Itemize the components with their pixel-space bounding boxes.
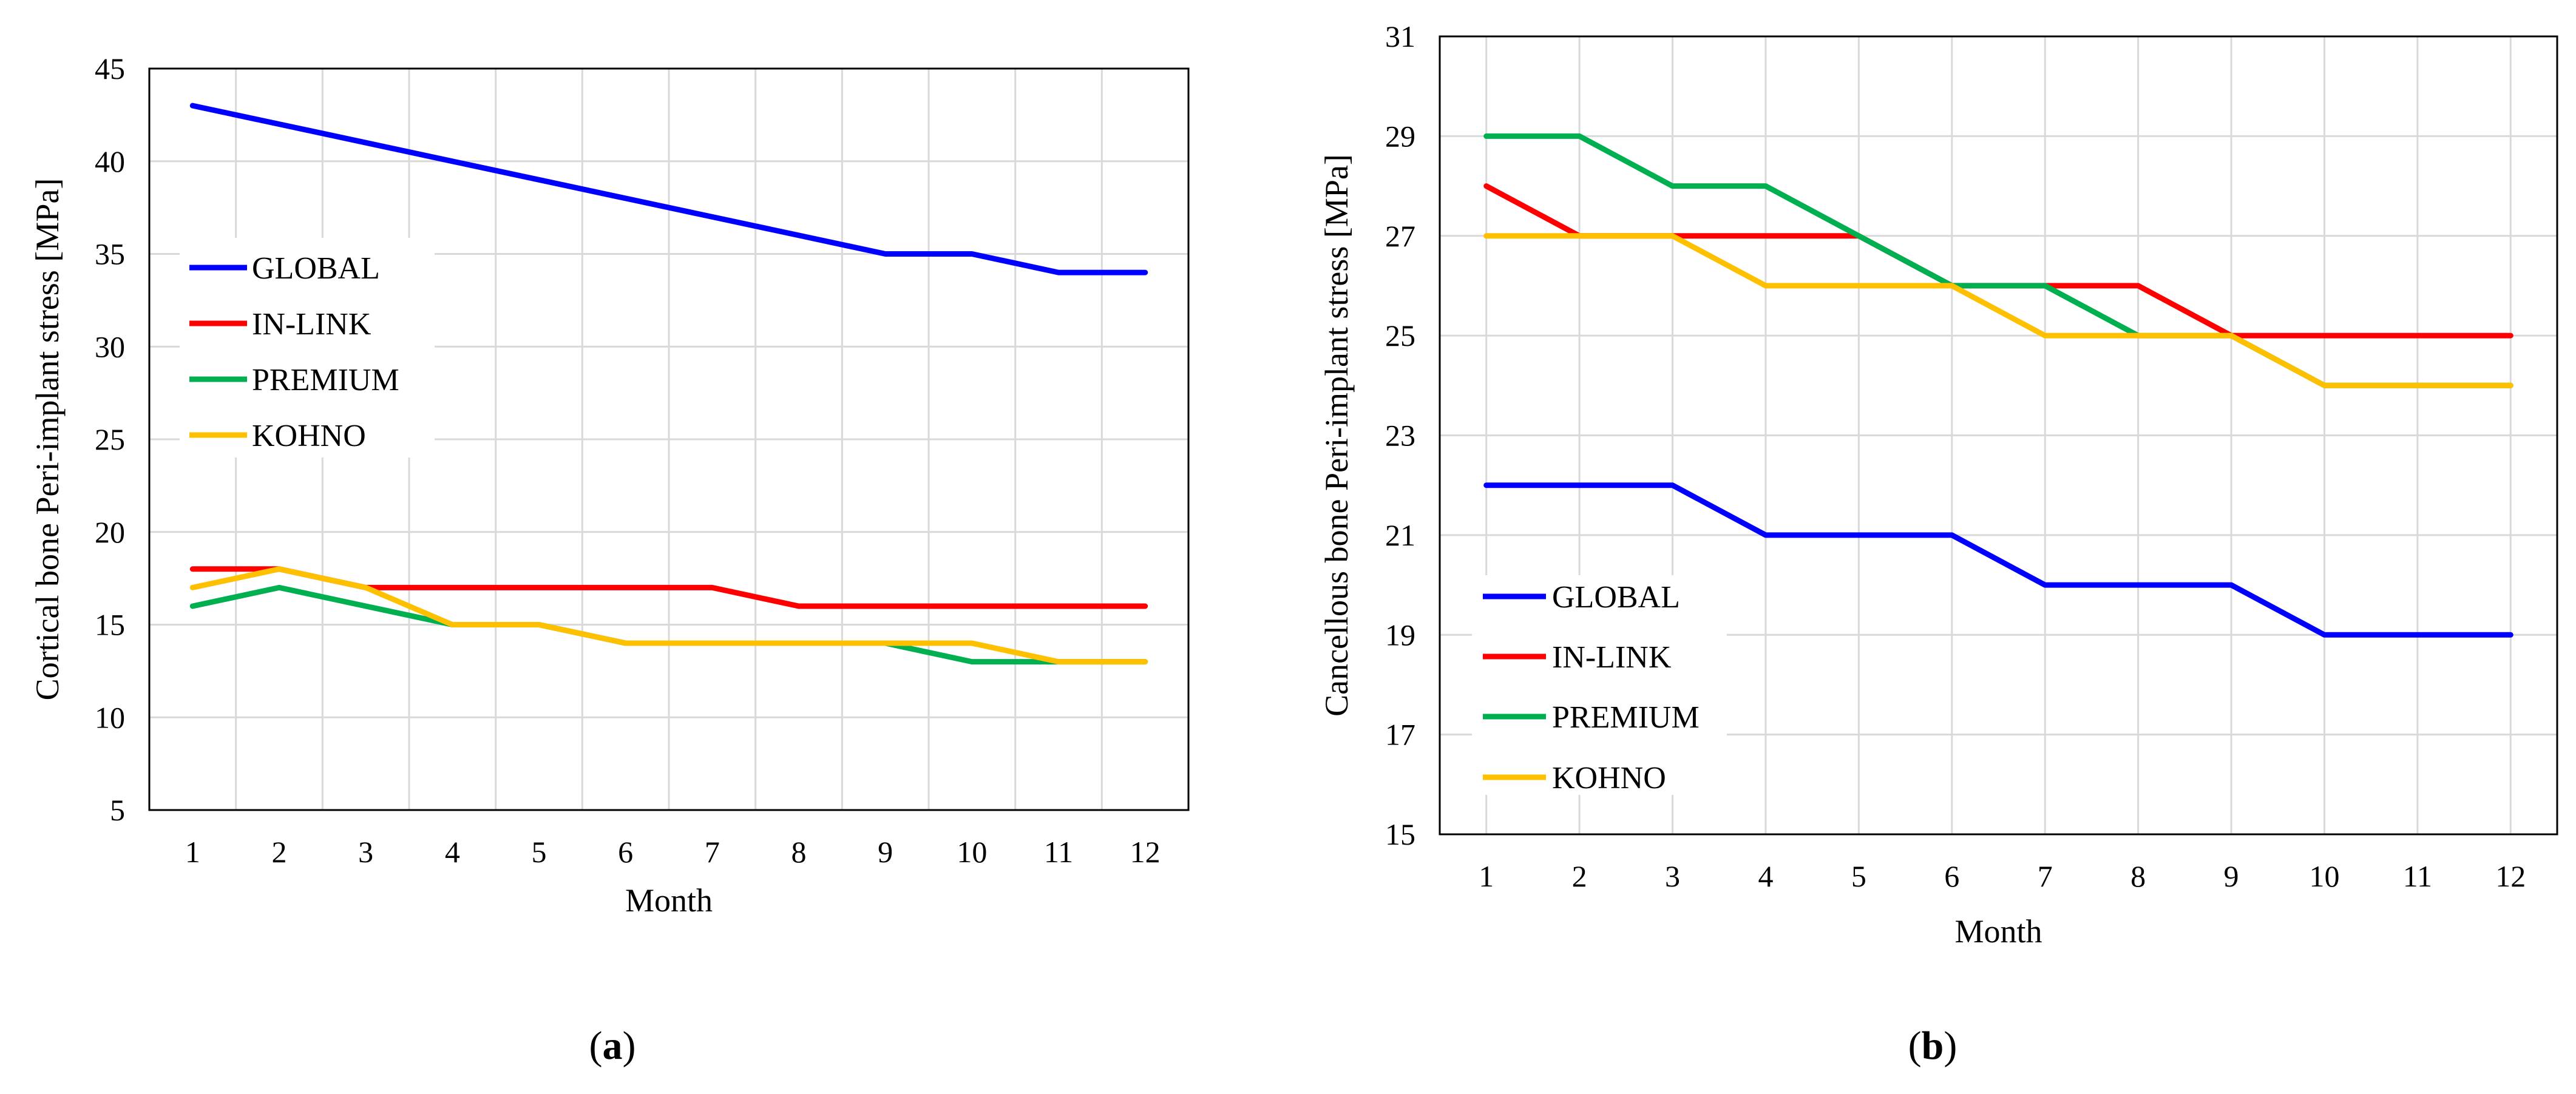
legend-background [180,238,435,458]
y-tick-label: 40 [95,144,125,178]
x-tick-label: 9 [2224,859,2239,893]
legend-item-in-link: IN-LINK [1483,640,1672,675]
legend-item-kohno: KOHNO [189,419,366,453]
x-tick-label: 11 [2403,859,2432,893]
x-tick-label: 1 [185,835,200,869]
series-line-kohno [1483,233,2513,388]
y-tick-label: 31 [1385,19,1415,53]
series-line-global [1483,482,2513,638]
x-tick-label: 8 [2130,859,2146,893]
x-tick-label: 7 [2038,859,2053,893]
series-line-kohno [189,566,1148,665]
x-tick-label: 12 [2495,859,2526,893]
y-axis-title: Cancellous bone Peri-implant stress [MPa… [1318,154,1355,717]
x-tick-label: 3 [1665,859,1680,893]
x-tick-label: 5 [1851,859,1866,893]
y-tick-label: 27 [1385,219,1415,253]
x-tick-labels: 1 2 3 4 5 6 7 8 9 10 11 12 [1479,859,2526,893]
legend-item-premium: PREMIUM [189,363,399,397]
y-tick-label: 17 [1385,718,1415,752]
y-tick-label: 19 [1385,618,1415,652]
y-tick-label: 25 [1385,319,1415,353]
legend-label: KOHNO [252,419,366,453]
y-tick-label: 5 [110,793,125,827]
legend-label: IN-LINK [252,307,371,342]
y-tick-label: 15 [1385,817,1415,851]
series-lines [189,103,1148,665]
legend-item-in-link: IN-LINK [189,307,371,342]
y-tick-label: 10 [95,700,125,734]
x-tick-label: 1 [1479,859,1494,893]
x-tick-label: 9 [878,835,893,869]
x-tick-label: 2 [272,835,287,869]
legend-label: KOHNO [1552,761,1666,795]
legend-label: PREMIUM [252,363,399,397]
x-tick-labels: 1 2 3 4 5 6 7 8 9 10 11 12 [185,835,1161,869]
x-tick-label: 10 [2309,859,2339,893]
x-tick-label: 2 [1572,859,1587,893]
legend-background [1472,575,1727,795]
x-axis-title: Month [625,882,713,919]
panel-label: (a) [589,1024,636,1068]
y-tick-label: 25 [95,422,125,456]
y-tick-labels: 5 10 15 20 25 30 35 40 45 [95,52,125,827]
x-tick-label: 7 [705,835,720,869]
y-tick-label: 23 [1385,419,1415,453]
y-tick-label: 45 [95,52,125,86]
x-tick-label: 4 [445,835,460,869]
series-line-global [189,103,1148,275]
legend-label: IN-LINK [1552,640,1672,675]
legend-label: GLOBAL [252,251,380,286]
y-axis-title: Cortical bone Peri-implant stress [MPa] [29,178,66,701]
legend-label: PREMIUM [1552,700,1700,735]
y-tick-labels: 15 17 19 21 23 25 27 29 31 [1385,19,1415,851]
x-tick-label: 5 [532,835,547,869]
x-tick-label: 11 [1044,835,1073,869]
y-tick-label: 20 [95,515,125,549]
legend-item-kohno: KOHNO [1483,761,1666,795]
x-tick-label: 12 [1130,835,1161,869]
legend-item-global: GLOBAL [189,251,380,286]
legend-item-global: GLOBAL [1483,580,1680,615]
x-tick-label: 4 [1758,859,1773,893]
y-tick-label: 30 [95,329,125,363]
series-lines [1483,133,2513,638]
x-axis-title: Month [1954,913,2042,950]
x-tick-label: 8 [791,835,807,869]
legend: GLOBAL IN-LINK PREMIUM KOHNO [1472,575,1727,795]
plot-border [148,67,1190,811]
x-tick-label: 3 [358,835,373,869]
x-tick-label: 6 [618,835,633,869]
legend-label: GLOBAL [1552,580,1680,615]
panel-label: (b) [1908,1024,1957,1068]
legend: GLOBAL IN-LINK PREMIUM KOHNO [180,238,435,458]
y-tick-label: 21 [1385,518,1415,552]
x-tick-label: 10 [957,835,987,869]
y-tick-label: 29 [1385,119,1415,153]
x-tick-label: 6 [1944,859,1959,893]
y-tick-label: 15 [95,608,125,642]
plot-border [1439,35,2558,836]
y-tick-label: 35 [95,237,125,271]
legend-item-premium: PREMIUM [1483,700,1700,735]
